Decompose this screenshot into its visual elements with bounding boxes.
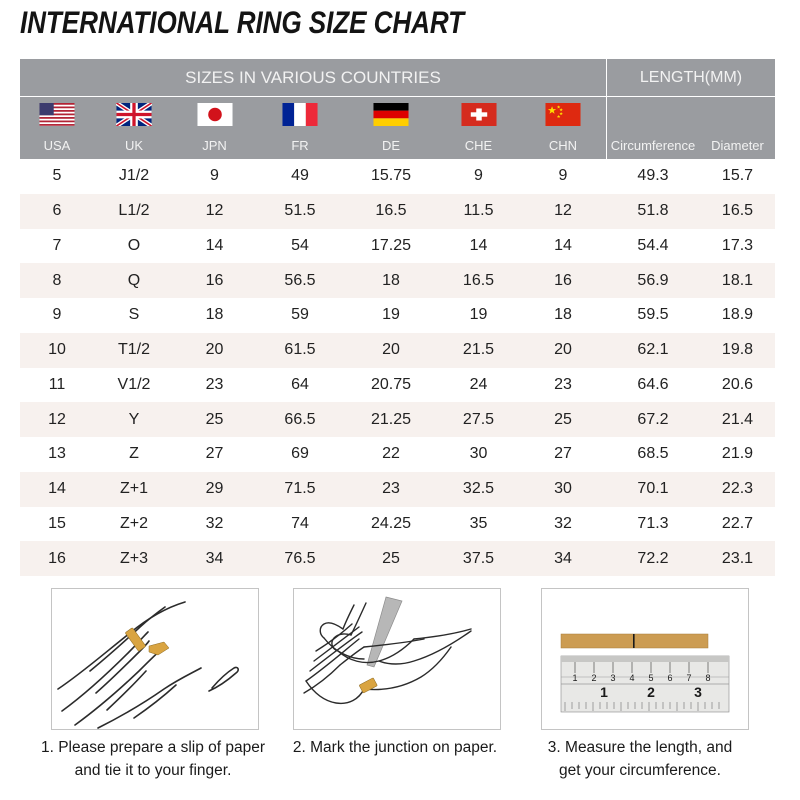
svg-text:3: 3 — [610, 673, 615, 683]
svg-text:1: 1 — [572, 673, 577, 683]
svg-text:6: 6 — [667, 673, 672, 683]
svg-text:2: 2 — [591, 673, 596, 683]
svg-text:2: 2 — [647, 684, 655, 700]
svg-text:8: 8 — [705, 673, 710, 683]
svg-text:4: 4 — [629, 673, 634, 683]
svg-text:5: 5 — [648, 673, 653, 683]
svg-text:1: 1 — [600, 684, 608, 700]
svg-text:3: 3 — [694, 684, 702, 700]
svg-text:7: 7 — [686, 673, 691, 683]
